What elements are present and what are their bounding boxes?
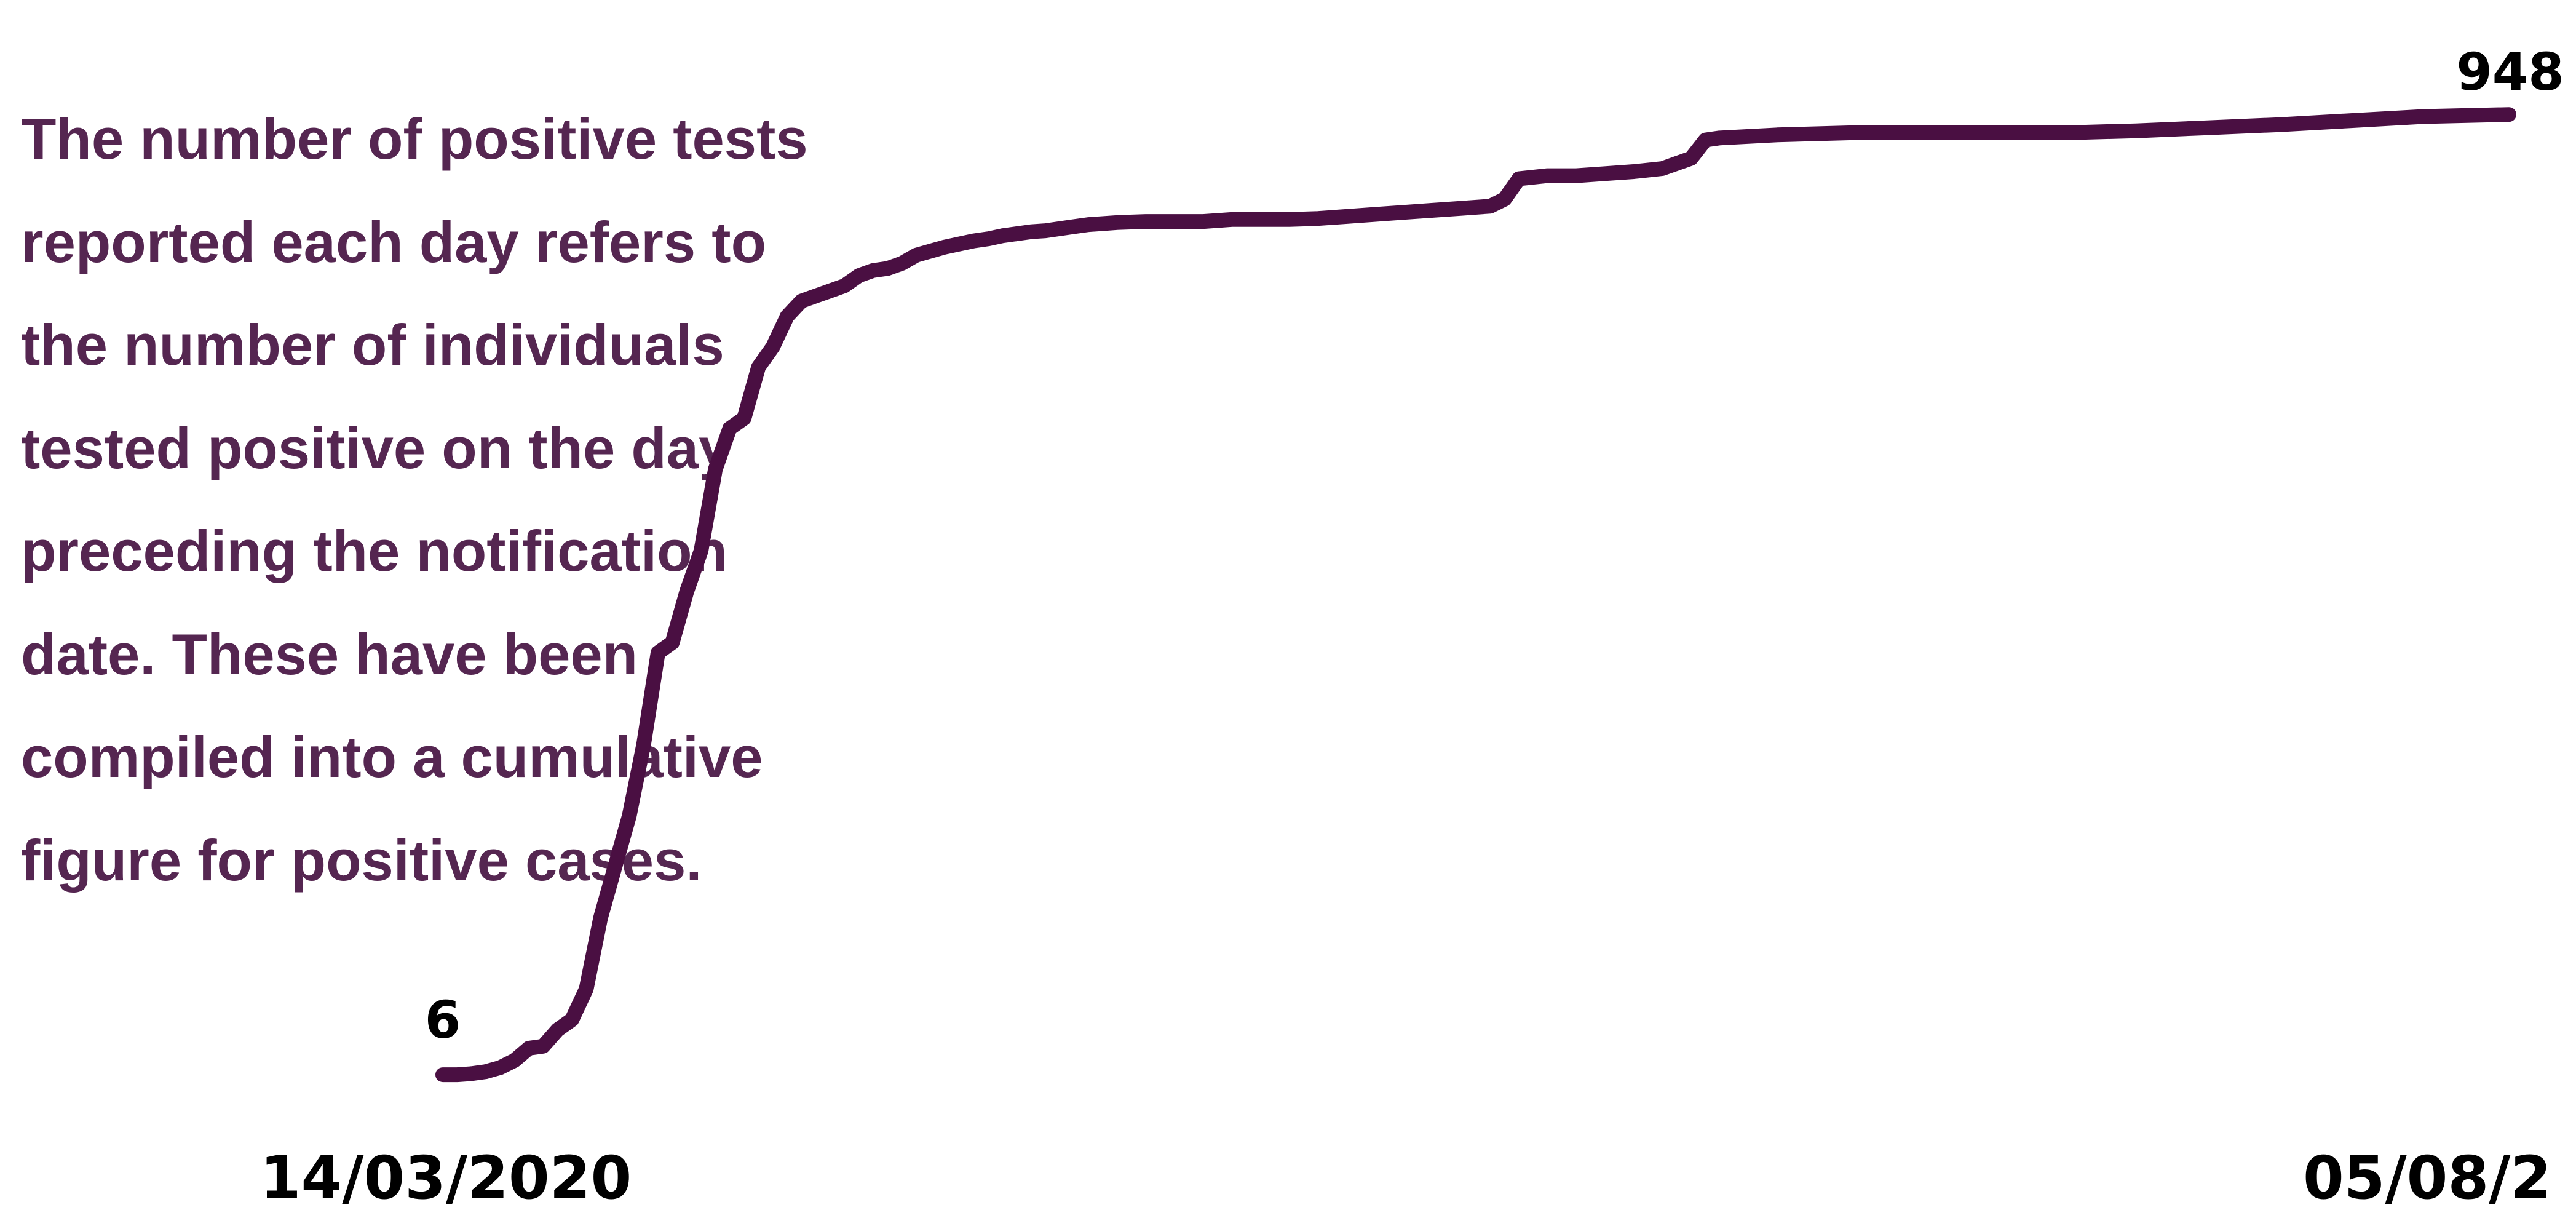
description-line: The number of positive tests (21, 106, 808, 171)
description-line: preceding the notification (21, 519, 727, 583)
description-line: reported each day refers to (21, 209, 766, 274)
description-line: date. These have been (21, 621, 638, 687)
description-line: the number of individuals (21, 312, 724, 377)
x-tick-label-end: 05/08/2 (2303, 1144, 2551, 1210)
cumulative-cases-line (435, 107, 2516, 1083)
description-text: The number of positive tests reported ea… (21, 87, 808, 912)
description-line: tested positive on the day (21, 415, 731, 480)
description-line: figure for positive cases. (21, 827, 702, 893)
start-value-label: 6 (425, 990, 461, 1050)
end-value-label: 948 (2456, 42, 2564, 102)
x-tick-label-start: 14/03/2020 (260, 1144, 632, 1210)
